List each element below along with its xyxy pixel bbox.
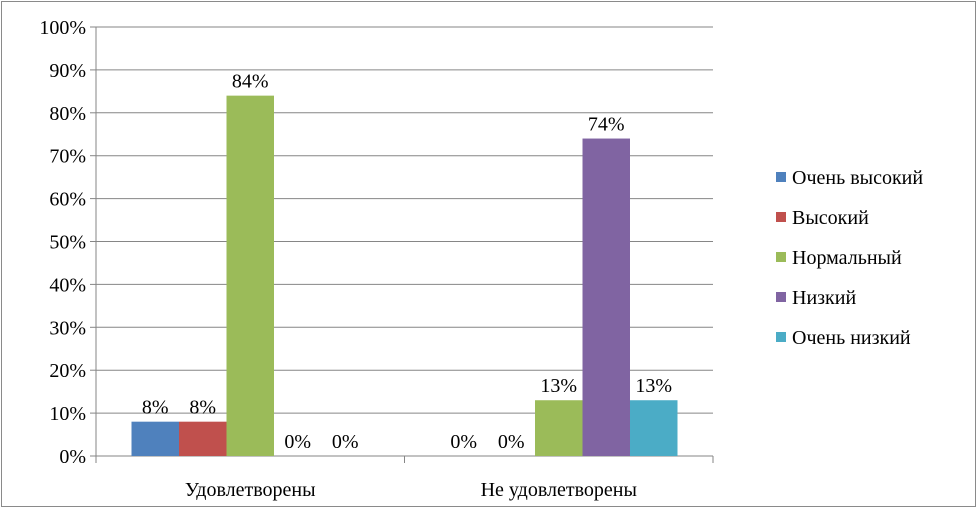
bar: [535, 400, 583, 456]
y-tick-label: 80%: [49, 103, 86, 125]
data-label: 13%: [635, 375, 672, 397]
data-labels: 8% 8% 84% 0% 0% 0% 0% 13% 74% 13%: [142, 71, 672, 453]
data-label: 0%: [332, 431, 359, 453]
y-tick-label: 30%: [49, 317, 86, 339]
legend-swatch: [776, 172, 786, 182]
y-tick-label: 100%: [39, 17, 86, 39]
category-label: Не удовлетворены: [481, 479, 637, 501]
data-label: 8%: [142, 397, 169, 419]
data-label: 0%: [498, 431, 525, 453]
legend-label: Высокий: [792, 207, 869, 229]
data-label: 8%: [189, 397, 216, 419]
data-label: 13%: [540, 375, 577, 397]
y-tick-label: 10%: [49, 403, 86, 425]
y-tick-labels: 0% 10% 20% 30% 40% 50% 60% 70% 80% 90% 100%: [39, 17, 86, 468]
legend: Очень высокий Высокий Нормальный Низкий Очен…: [776, 167, 923, 349]
category-labels: Удовлетворены Не удовлетворены: [185, 479, 637, 501]
data-label: 0%: [284, 431, 311, 453]
y-tick-label: 90%: [49, 60, 86, 82]
data-label: 84%: [232, 71, 269, 93]
legend-swatch: [776, 332, 786, 342]
bar: [630, 400, 678, 456]
bar: [131, 421, 179, 456]
category-label: Удовлетворены: [185, 479, 316, 501]
bar: [226, 95, 274, 456]
y-tick-label: 0%: [59, 446, 86, 468]
y-tick-label: 60%: [49, 189, 86, 211]
legend-swatch: [776, 212, 786, 222]
bar: [582, 138, 630, 457]
legend-label: Очень высокий: [792, 167, 923, 189]
legend-label: Очень низкий: [792, 327, 911, 349]
data-label: 74%: [588, 114, 625, 136]
bar: [179, 421, 227, 456]
y-tick-label: 20%: [49, 360, 86, 382]
y-tick-label: 70%: [49, 146, 86, 168]
bars: [131, 95, 678, 457]
legend-swatch: [776, 252, 786, 262]
y-tick-label: 40%: [49, 274, 86, 296]
legend-label: Нормальный: [792, 247, 902, 269]
legend-swatch: [776, 292, 786, 302]
legend-label: Низкий: [792, 287, 856, 309]
y-tick-label: 50%: [49, 232, 86, 254]
data-label: 0%: [450, 431, 477, 453]
